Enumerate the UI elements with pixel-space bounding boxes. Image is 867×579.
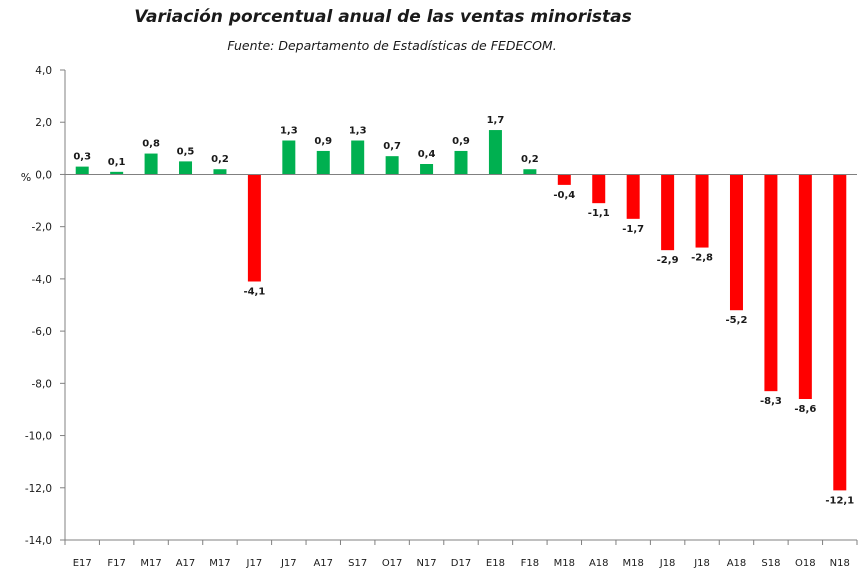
bars-group bbox=[75, 130, 847, 491]
bar bbox=[661, 174, 675, 251]
x-tick-label: J18 bbox=[659, 558, 676, 569]
data-label: 0,7 bbox=[383, 141, 401, 152]
bar bbox=[764, 174, 778, 392]
data-label: 1,3 bbox=[280, 126, 298, 137]
data-label: 0,8 bbox=[142, 139, 160, 150]
bar bbox=[316, 150, 330, 175]
data-label: 1,3 bbox=[349, 126, 367, 137]
bar bbox=[523, 169, 537, 175]
x-tick-label: M17 bbox=[209, 558, 230, 569]
y-axis-ticks: 4,0 2,0 0,0 -2,0 -4,0 -6,0 -8,0 -10,0 -12,0 -14,0 bbox=[25, 65, 65, 547]
data-label: -5,2 bbox=[726, 315, 748, 326]
x-tick-label: A17 bbox=[313, 558, 333, 569]
x-tick-label: N18 bbox=[830, 558, 850, 569]
bar bbox=[695, 174, 709, 248]
x-tick-label: J18 bbox=[693, 558, 710, 569]
data-label: -2,9 bbox=[657, 255, 679, 266]
y-tick-label: -8,0 bbox=[32, 378, 53, 390]
y-tick-label: -12,0 bbox=[25, 483, 52, 495]
x-tick-label: D17 bbox=[451, 558, 471, 569]
data-label: -1,1 bbox=[588, 208, 610, 219]
x-tick-label: A18 bbox=[727, 558, 747, 569]
bar bbox=[179, 161, 193, 175]
x-tick-label: S17 bbox=[348, 558, 367, 569]
y-tick-label: -14,0 bbox=[25, 535, 52, 547]
x-tick-label: A18 bbox=[589, 558, 609, 569]
x-tick-label: A17 bbox=[176, 558, 196, 569]
x-tick-label: S18 bbox=[761, 558, 780, 569]
bar bbox=[488, 130, 502, 175]
y-tick-label: -10,0 bbox=[25, 431, 52, 443]
data-label: 0,2 bbox=[521, 154, 539, 165]
bar bbox=[75, 166, 89, 175]
y-tick-label: 4,0 bbox=[35, 65, 52, 77]
bar bbox=[592, 174, 606, 204]
x-tick-label: O17 bbox=[382, 558, 403, 569]
bar bbox=[213, 169, 227, 175]
data-label: 0,1 bbox=[108, 157, 126, 168]
x-tick-label: N17 bbox=[416, 558, 436, 569]
data-label: -2,8 bbox=[691, 253, 713, 264]
data-label: -8,6 bbox=[794, 404, 816, 415]
axes-group bbox=[64, 70, 857, 541]
data-label: -1,7 bbox=[622, 224, 644, 235]
bar bbox=[144, 153, 158, 175]
x-tick-label: J17 bbox=[246, 558, 263, 569]
bar bbox=[110, 171, 124, 175]
x-tick-label: E18 bbox=[486, 558, 505, 569]
y-tick-label: -4,0 bbox=[32, 274, 53, 286]
x-tick-label: M17 bbox=[140, 558, 161, 569]
data-label: 1,7 bbox=[487, 115, 505, 126]
data-label: 0,3 bbox=[73, 152, 91, 163]
y-tick-label: -2,0 bbox=[32, 222, 53, 234]
x-tick-label: O18 bbox=[795, 558, 816, 569]
bar bbox=[729, 174, 743, 311]
y-axis-label: % bbox=[21, 171, 31, 184]
data-labels-group: 0,3 0,1 0,8 0,5 0,2 -4,1 1,3 0,9 1,3 0,7 0,4 0,9 1,7… bbox=[73, 115, 854, 506]
bar bbox=[454, 150, 468, 175]
bar bbox=[420, 164, 434, 175]
x-tick-label: M18 bbox=[622, 558, 643, 569]
data-label: 0,9 bbox=[314, 136, 332, 147]
bar bbox=[833, 174, 847, 491]
bar bbox=[798, 174, 812, 399]
data-label: 0,4 bbox=[418, 149, 436, 160]
chart-subtitle: Fuente: Departamento de Estadísticas de … bbox=[227, 38, 556, 53]
data-label: -0,4 bbox=[553, 190, 575, 201]
bar bbox=[282, 140, 296, 175]
x-tick-label: F17 bbox=[107, 558, 125, 569]
x-tick-label: F18 bbox=[521, 558, 539, 569]
data-label: 0,9 bbox=[452, 136, 470, 147]
x-tick-label: J17 bbox=[280, 558, 297, 569]
x-tick-label: E17 bbox=[73, 558, 92, 569]
bar bbox=[626, 174, 640, 219]
data-label: 0,2 bbox=[211, 154, 229, 165]
data-label: 0,5 bbox=[177, 146, 195, 157]
x-tick-label: M18 bbox=[554, 558, 575, 569]
data-label: -4,1 bbox=[243, 287, 265, 298]
y-tick-label: -6,0 bbox=[32, 326, 53, 338]
bar bbox=[385, 156, 399, 175]
y-tick-label: 0,0 bbox=[35, 169, 52, 181]
bar bbox=[557, 174, 571, 185]
chart-title: Variación porcentual anual de las ventas… bbox=[134, 7, 632, 27]
bar bbox=[247, 174, 261, 282]
data-label: -8,3 bbox=[760, 396, 782, 407]
bar bbox=[351, 140, 365, 175]
data-label: -12,1 bbox=[825, 495, 854, 506]
y-tick-label: 2,0 bbox=[35, 117, 52, 129]
x-axis-ticks: E17 F17 M17 A17 M17 J17 J17 A17 S17 O17 N17 D17 E18 F… bbox=[64, 540, 858, 569]
